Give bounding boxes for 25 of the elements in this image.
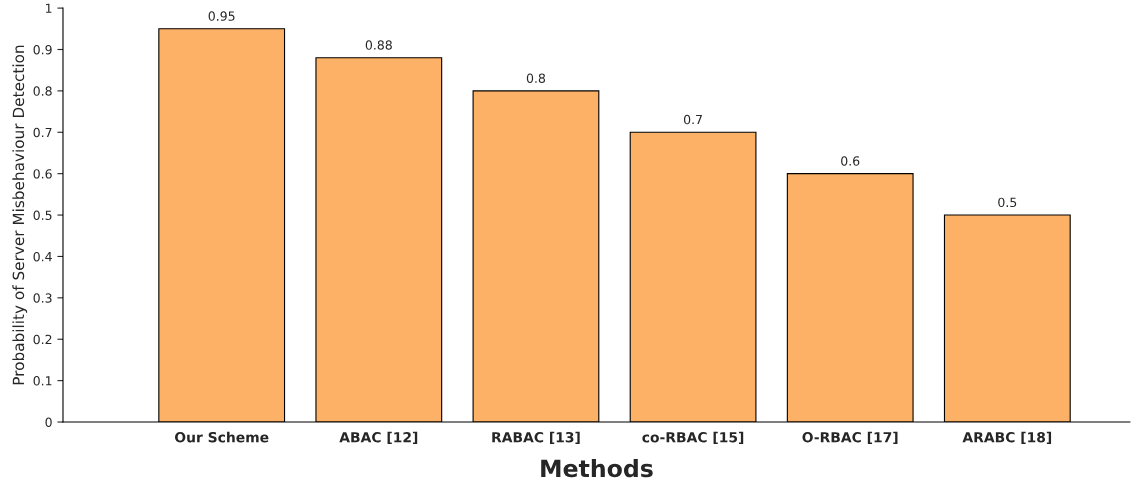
x-tick-label: ARABC [18] bbox=[962, 431, 1052, 445]
x-tick-label: ABAC [12] bbox=[339, 431, 418, 445]
data-label: 0.5 bbox=[998, 197, 1017, 208]
y-tick-label: 0.3 bbox=[33, 293, 52, 303]
x-tick-label: O-RBAC [17] bbox=[802, 431, 898, 445]
y-tick-label: 0.5 bbox=[33, 210, 52, 220]
y-axis-title: Probability of Server Misbehaviour Detection bbox=[12, 45, 28, 385]
y-tick-label: 0.1 bbox=[33, 376, 52, 386]
y-tick-label: 0.7 bbox=[33, 127, 52, 138]
data-label: 0.6 bbox=[841, 156, 860, 166]
y-tick-label: 1 bbox=[46, 3, 52, 13]
data-label: 0.95 bbox=[208, 11, 235, 21]
y-tick-label: 0.6 bbox=[33, 169, 52, 179]
data-label: 0.7 bbox=[683, 114, 702, 125]
data-label: 0.8 bbox=[526, 73, 546, 83]
y-tick-label: 0 bbox=[45, 417, 52, 427]
x-axis-title: Methods bbox=[541, 459, 653, 478]
x-tick-label: co-RBAC [15] bbox=[642, 431, 744, 445]
y-tick-label: 0.4 bbox=[33, 251, 52, 262]
y-tick-label: 0.2 bbox=[33, 334, 52, 345]
x-tick-label: RABAC [13] bbox=[492, 431, 580, 445]
x-tick-label: Our Scheme bbox=[174, 431, 269, 443]
y-tick-label: 0.9 bbox=[33, 44, 52, 55]
y-tick-label: 0.8 bbox=[33, 86, 52, 96]
data-label: 0.88 bbox=[365, 40, 392, 50]
